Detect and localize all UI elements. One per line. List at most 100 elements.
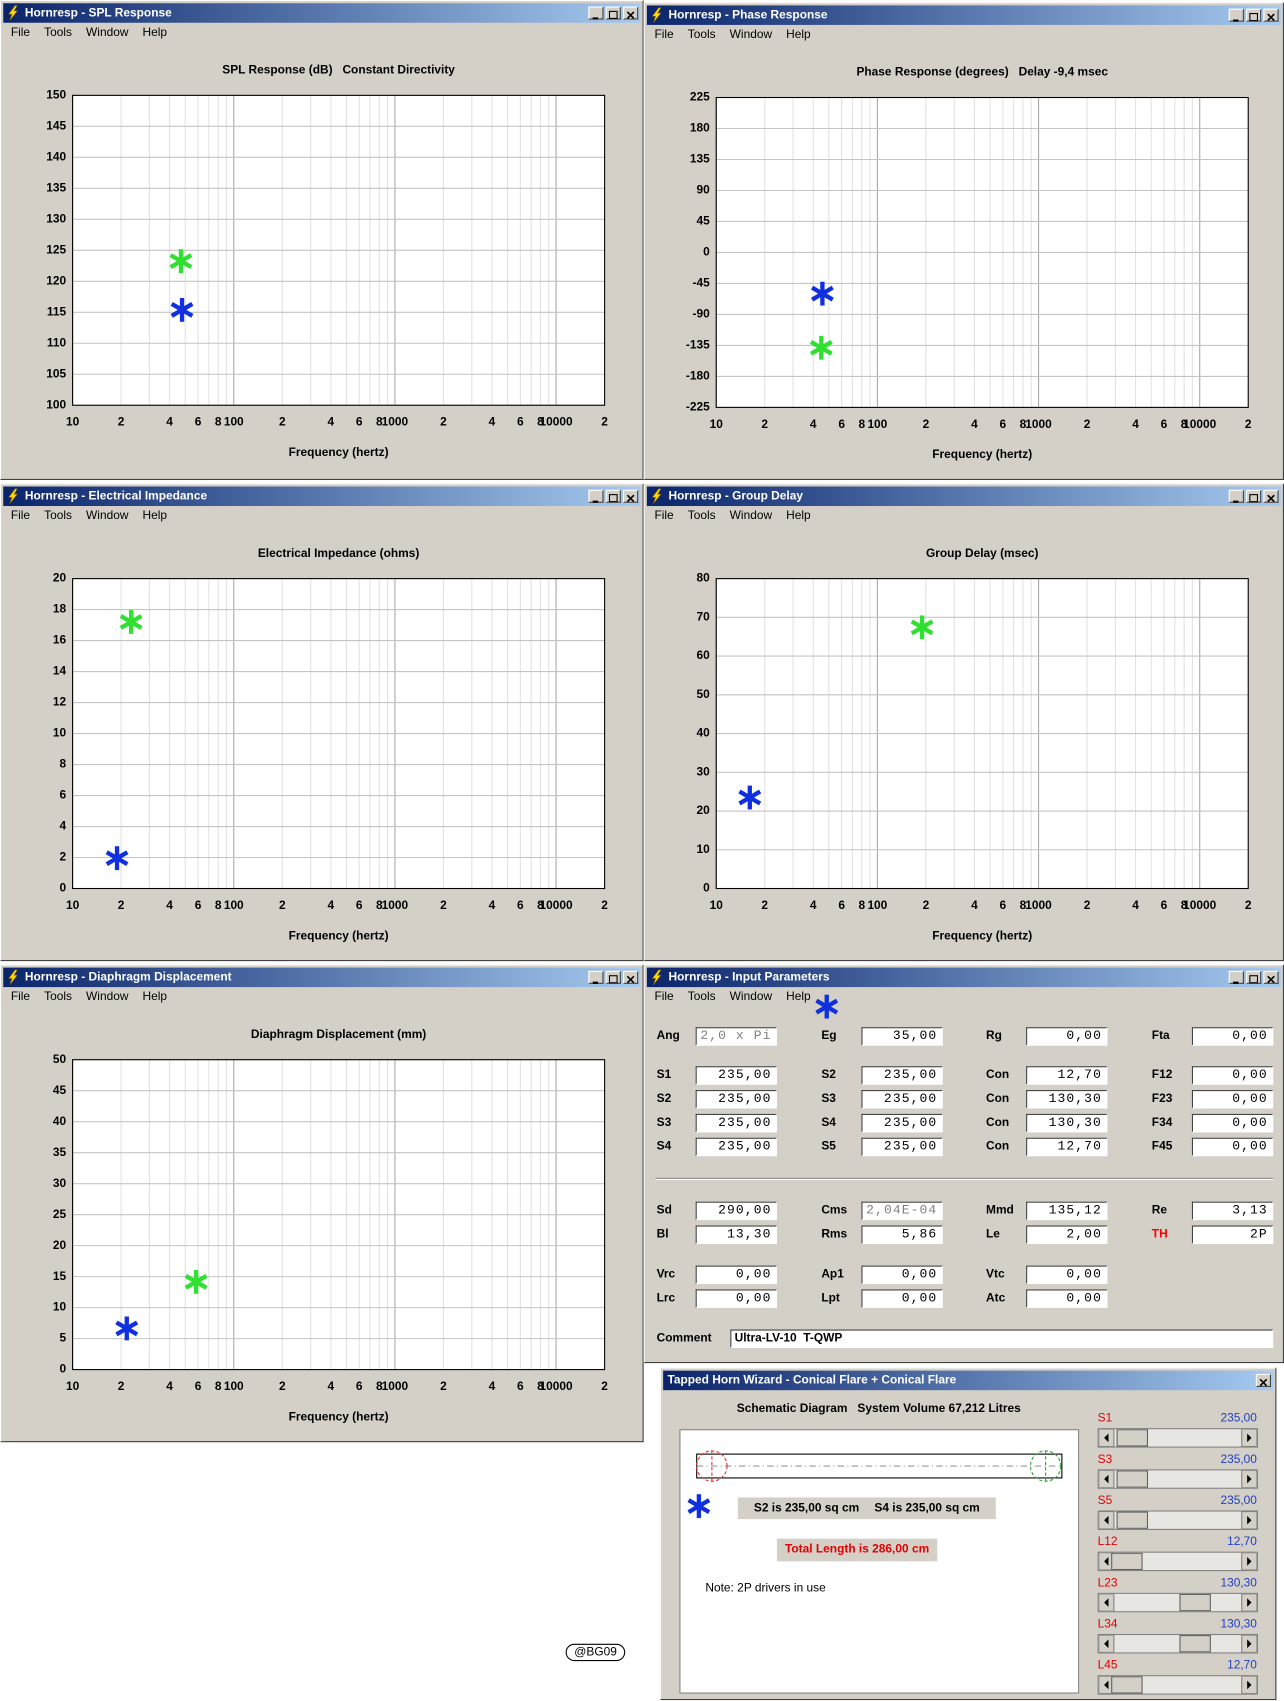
close-button[interactable] xyxy=(1263,970,1279,984)
text-field[interactable]: 2,00 xyxy=(1026,1225,1108,1244)
close-button[interactable] xyxy=(623,970,639,984)
text-field[interactable]: 5,86 xyxy=(861,1225,943,1244)
menu-item[interactable]: Window xyxy=(729,509,773,523)
max-button[interactable] xyxy=(1246,970,1262,984)
text-field[interactable]: 0,00 xyxy=(1026,1027,1108,1046)
max-button[interactable] xyxy=(1246,8,1262,22)
chart: Phase Response (degrees) Delay -9,4 msec… xyxy=(686,65,1252,461)
max-button[interactable] xyxy=(605,6,621,20)
text-field[interactable]: 235,00 xyxy=(695,1137,777,1157)
menu-item[interactable]: File xyxy=(10,509,31,523)
x-tick-label: 6 xyxy=(356,415,363,429)
menu-item[interactable]: Tools xyxy=(687,990,716,1004)
text-field[interactable]: 235,00 xyxy=(861,1090,943,1109)
text-field[interactable]: 0,00 xyxy=(1191,1137,1274,1157)
close-button[interactable] xyxy=(1263,8,1279,22)
menu-item[interactable]: File xyxy=(10,26,31,40)
text-field[interactable]: 0,00 xyxy=(1191,1066,1274,1085)
min-button[interactable] xyxy=(1228,8,1244,22)
text-field[interactable]: 2P xyxy=(1191,1225,1274,1244)
min-button[interactable] xyxy=(1228,970,1244,984)
y-tick-label: 125 xyxy=(46,242,66,256)
text-field[interactable]: 35,00 xyxy=(861,1027,943,1046)
field-label: Ang xyxy=(656,1029,680,1043)
slider[interactable] xyxy=(1097,1675,1258,1695)
slider-label: S3 xyxy=(1097,1453,1113,1467)
close-button[interactable] xyxy=(623,6,639,20)
y-tick-label: 110 xyxy=(47,335,67,349)
slider[interactable] xyxy=(1097,1469,1258,1489)
text-field[interactable]: 235,00 xyxy=(695,1066,777,1085)
text-field[interactable]: 135,12 xyxy=(1026,1201,1108,1221)
menu-item[interactable]: Help xyxy=(786,28,811,42)
menu-item[interactable]: Help xyxy=(786,990,811,1004)
text-field[interactable]: 290,00 xyxy=(695,1201,777,1221)
text-field[interactable]: 235,00 xyxy=(695,1090,777,1109)
close-button[interactable] xyxy=(1263,489,1279,503)
text-field[interactable]: Ultra-LV-10 T-QWP xyxy=(730,1329,1274,1348)
text-field[interactable]: 2,04E-04 xyxy=(861,1201,943,1221)
text-field[interactable]: 130,30 xyxy=(1026,1090,1108,1109)
x-tick-label: 6 xyxy=(999,898,1006,912)
min-button[interactable] xyxy=(588,970,604,984)
max-button[interactable] xyxy=(605,489,621,503)
text-field[interactable]: 235,00 xyxy=(861,1066,943,1085)
text-field[interactable]: 12,70 xyxy=(1026,1137,1108,1157)
text-field[interactable]: 0,00 xyxy=(861,1289,943,1308)
menu-item[interactable]: Help xyxy=(142,26,168,40)
max-button[interactable] xyxy=(605,970,621,984)
menu-item[interactable]: File xyxy=(654,28,674,42)
slider[interactable] xyxy=(1097,1428,1258,1448)
x-tick-label: 2 xyxy=(1245,898,1252,912)
menu-item[interactable]: Tools xyxy=(44,990,72,1004)
menu-item[interactable]: Tools xyxy=(44,26,72,40)
menu-item[interactable]: Tools xyxy=(687,509,716,523)
menu-item[interactable]: Help xyxy=(142,509,168,523)
close-button[interactable] xyxy=(623,489,639,503)
menu-item[interactable]: Window xyxy=(86,990,129,1004)
text-field[interactable]: 0,00 xyxy=(1026,1289,1108,1308)
text-field[interactable]: 235,00 xyxy=(695,1113,777,1133)
menu-item[interactable]: Tools xyxy=(687,28,716,42)
min-button[interactable] xyxy=(1228,489,1244,503)
menu-item[interactable]: Help xyxy=(142,990,168,1004)
slider[interactable] xyxy=(1097,1510,1258,1530)
min-button[interactable] xyxy=(588,6,604,20)
menu-item[interactable]: Help xyxy=(786,509,811,523)
text-field[interactable]: 3,13 xyxy=(1191,1201,1274,1221)
y-tick-label: 100 xyxy=(46,397,66,411)
text-field[interactable]: 0,00 xyxy=(695,1289,777,1308)
y-tick-label: 80 xyxy=(696,571,710,585)
slider[interactable] xyxy=(1097,1592,1258,1613)
menu-item[interactable]: File xyxy=(654,990,674,1004)
slider[interactable] xyxy=(1097,1633,1258,1654)
menu-item[interactable]: Window xyxy=(729,990,773,1004)
menu-item[interactable]: Tools xyxy=(44,509,72,523)
max-button[interactable] xyxy=(1246,489,1262,503)
text-field[interactable]: 130,30 xyxy=(1026,1113,1108,1133)
x-tick-label: 2 xyxy=(440,1379,447,1393)
slider[interactable] xyxy=(1097,1551,1258,1572)
text-field[interactable]: 0,00 xyxy=(1026,1265,1108,1284)
text-field[interactable]: 2,0 x Pi xyxy=(695,1027,777,1046)
text-field[interactable]: 0,00 xyxy=(1191,1113,1274,1133)
text-field[interactable]: 12,70 xyxy=(1026,1066,1108,1085)
close-button[interactable] xyxy=(1255,1373,1271,1387)
text-field[interactable]: 235,00 xyxy=(861,1137,943,1157)
x-tick-label: 1000 xyxy=(382,415,409,429)
menu-item[interactable]: Window xyxy=(729,28,773,42)
menu-item[interactable]: Window xyxy=(86,26,129,40)
y-tick-label: 2 xyxy=(59,850,66,864)
y-tick-label: 105 xyxy=(46,366,66,380)
glyph xyxy=(626,11,635,19)
menu-item[interactable]: File xyxy=(10,990,31,1004)
text-field[interactable]: 0,00 xyxy=(861,1265,943,1284)
menu-item[interactable]: File xyxy=(654,509,674,523)
text-field[interactable]: 0,00 xyxy=(1191,1027,1274,1046)
text-field[interactable]: 13,30 xyxy=(695,1225,777,1244)
text-field[interactable]: 0,00 xyxy=(1191,1090,1274,1109)
min-button[interactable] xyxy=(588,489,604,503)
menu-item[interactable]: Window xyxy=(86,509,129,523)
text-field[interactable]: 0,00 xyxy=(695,1265,777,1284)
text-field[interactable]: 235,00 xyxy=(861,1113,943,1133)
